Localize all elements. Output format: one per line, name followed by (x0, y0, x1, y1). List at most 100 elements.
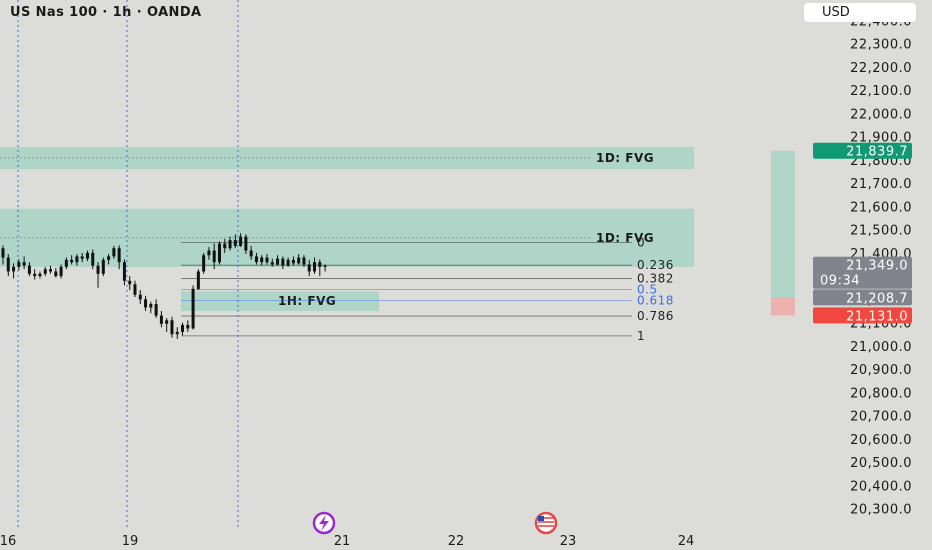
time-axis[interactable]: 16 19 21 22 23 24 (0, 534, 694, 549)
badge-value: 21,839.7 (846, 145, 908, 160)
candle (85, 250, 89, 262)
candle-body (265, 257, 269, 263)
fib-level-label: 0.618 (637, 294, 674, 308)
candle-body (6, 257, 10, 272)
candle-body (59, 266, 63, 277)
candle (154, 299, 158, 318)
candle-body (223, 243, 227, 249)
candle-body (207, 250, 211, 256)
fib-level-label: 0.236 (637, 258, 674, 272)
price-tick-label: 21,000.0 (850, 340, 912, 355)
fib-level-label: 1 (637, 329, 645, 343)
volume-profile (771, 150, 795, 316)
candle-body (154, 304, 158, 316)
time-tick-label: 19 (122, 534, 139, 549)
candle-body (286, 259, 290, 266)
candle (212, 243, 216, 270)
profile-down-bar (771, 297, 795, 316)
candle (318, 259, 322, 277)
candle-body (149, 304, 153, 308)
candle (138, 290, 142, 305)
candle-body (281, 258, 285, 266)
us-flag-event-icon[interactable] (534, 511, 558, 535)
candle (286, 257, 290, 267)
candle-body (239, 236, 243, 246)
fib-level-label: 0.5 (637, 283, 658, 297)
badge-value: 21,349.0 (846, 259, 908, 274)
candle (297, 254, 301, 265)
lightning-event-icon[interactable] (312, 511, 336, 535)
current-badge: 21,349.009:34 (813, 256, 912, 289)
price-tick-label: 22,000.0 (850, 107, 912, 122)
candle (302, 255, 306, 267)
price-tick-label: 22,200.0 (850, 61, 912, 76)
badge-bg (813, 289, 912, 306)
time-tick-label: 16 (0, 534, 16, 549)
candle (128, 276, 132, 291)
event-icons[interactable] (312, 511, 558, 535)
candle-body (64, 259, 68, 267)
time-tick-label: 23 (560, 534, 577, 549)
candle (12, 263, 16, 279)
candle (186, 320, 190, 332)
candle (260, 255, 264, 266)
candle-body (96, 265, 100, 274)
price-tick-label: 20,700.0 (850, 410, 912, 425)
candle (38, 271, 42, 279)
low-badge: 21,131.0 (813, 307, 912, 324)
candle (254, 252, 258, 265)
chart-title: US Nas 100 · 1h · OANDA (10, 5, 201, 20)
candle-body (117, 248, 121, 263)
candle-body (260, 257, 264, 263)
candle-body (80, 256, 84, 259)
candle-body (323, 265, 327, 267)
fib-level-label: 0.786 (637, 309, 674, 323)
candle (117, 245, 121, 270)
candle-body (49, 269, 53, 272)
candle-body (181, 324, 185, 332)
candle-body (54, 271, 58, 277)
candle-body (17, 262, 21, 267)
candle-body (233, 240, 237, 246)
candle-body (318, 262, 322, 267)
candle (313, 257, 317, 274)
candle (175, 327, 179, 339)
open-badge: 21,208.7 (813, 289, 912, 306)
price-badges: 21,839.7 21,349.009:34 21,208.7 21,131.0 (813, 142, 912, 324)
candle (281, 256, 285, 270)
candle (149, 301, 153, 314)
price-tick-label: 21,600.0 (850, 200, 912, 215)
price-tick-label: 20,900.0 (850, 363, 912, 378)
candle-body (22, 262, 26, 266)
candle-body (228, 240, 232, 249)
candle (207, 247, 211, 260)
candle (244, 234, 248, 255)
candle (70, 255, 74, 265)
time-tick-label: 22 (448, 534, 465, 549)
candle (165, 317, 169, 332)
candle-body (291, 259, 295, 264)
candle (43, 266, 47, 277)
candle-body (107, 256, 111, 260)
candle (59, 264, 63, 279)
candle (101, 257, 105, 277)
price-tick-label: 20,600.0 (850, 433, 912, 448)
candle-body (101, 259, 105, 274)
candle-body (27, 265, 31, 274)
candle (144, 295, 148, 311)
candle-body (33, 273, 37, 277)
candle (307, 259, 311, 277)
candle (291, 256, 295, 266)
candle-body (1, 248, 5, 258)
fvg-zone-label: 1D: FVG (596, 151, 654, 165)
candle (276, 255, 280, 266)
candle-body (212, 250, 216, 263)
candle (159, 310, 163, 328)
candle (22, 256, 26, 270)
candle (112, 245, 116, 259)
candle (33, 269, 37, 280)
candle (323, 264, 327, 272)
currency-button[interactable]: USD (804, 3, 916, 22)
